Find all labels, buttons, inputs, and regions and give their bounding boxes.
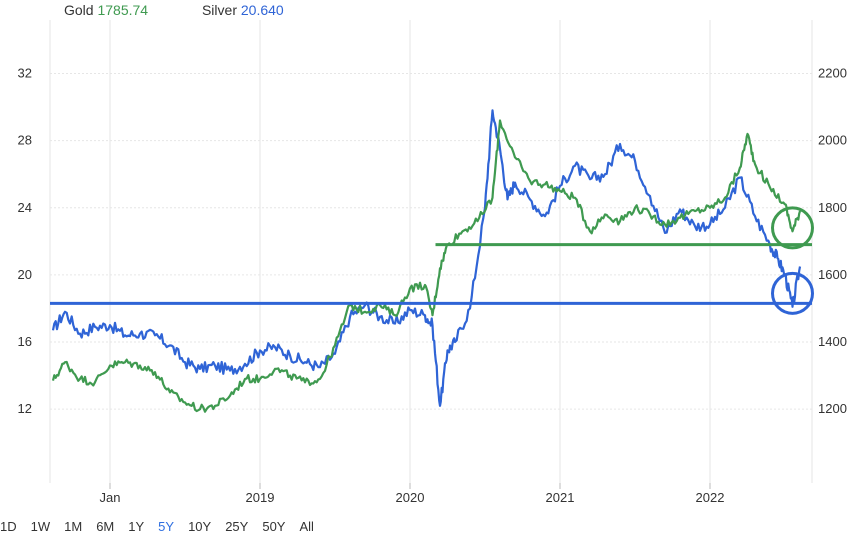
x-tick-label: 2021 bbox=[546, 490, 575, 505]
y-right-tick-label: 2200 bbox=[818, 65, 847, 80]
range-button-all[interactable]: All bbox=[299, 519, 314, 534]
legend-gold-label: Gold bbox=[64, 2, 94, 18]
y-left-tick-label: 16 bbox=[18, 334, 32, 349]
x-tick-label: 2019 bbox=[246, 490, 275, 505]
y-right-tick-label: 1400 bbox=[818, 334, 847, 349]
y-left-tick-label: 32 bbox=[18, 65, 32, 80]
annotation-circle-1 bbox=[771, 271, 814, 315]
y-left-tick-label: 24 bbox=[18, 200, 32, 215]
series-line-gold bbox=[51, 119, 802, 413]
x-tick-label: 2022 bbox=[696, 490, 725, 505]
y-left-tick-label: 12 bbox=[18, 401, 32, 416]
annotation-circle-0 bbox=[771, 206, 814, 250]
legend-silver-value: 20.640 bbox=[240, 2, 284, 18]
price-chart[interactable]: 12 16 20 24 28 32 1200 1400 1600 1800 2000 2200 Jan 2… bbox=[0, 0, 857, 518]
y-right-tick-label: 1800 bbox=[818, 200, 847, 215]
y-left-tick-label: 20 bbox=[18, 267, 32, 282]
range-selector: 1D 1W 1M 6M 1Y 5Y 10Y 25Y 50Y All bbox=[0, 519, 328, 534]
y-left-tick-label: 28 bbox=[18, 133, 32, 148]
legend-gold[interactable]: Gold 1785.74 bbox=[64, 2, 152, 18]
x-tick-label: Jan bbox=[100, 490, 121, 505]
series-line-silver bbox=[51, 109, 802, 407]
legend-silver-label: Silver bbox=[201, 2, 237, 18]
legend-gold-value: 1785.74 bbox=[97, 2, 149, 18]
range-button-1w[interactable]: 1W bbox=[30, 519, 51, 534]
range-button-25y[interactable]: 25Y bbox=[225, 519, 249, 534]
range-button-6m[interactable]: 6M bbox=[96, 519, 115, 534]
y-right-tick-label: 1600 bbox=[818, 267, 847, 282]
x-tick-label: 2020 bbox=[396, 490, 425, 505]
range-button-10y[interactable]: 10Y bbox=[188, 519, 212, 534]
y-right-tick-label: 2000 bbox=[818, 133, 847, 148]
legend-silver[interactable]: Silver 20.640 bbox=[202, 2, 284, 18]
range-button-5y[interactable]: 5Y bbox=[158, 519, 175, 534]
chart-legend: Gold 1785.74 Silver 20.640 bbox=[64, 2, 334, 18]
range-button-1y[interactable]: 1Y bbox=[128, 519, 145, 534]
range-button-1m[interactable]: 1M bbox=[64, 519, 83, 534]
y-right-tick-label: 1200 bbox=[818, 401, 847, 416]
range-button-50y[interactable]: 50Y bbox=[262, 519, 286, 534]
range-button-1d[interactable]: 1D bbox=[0, 519, 17, 534]
